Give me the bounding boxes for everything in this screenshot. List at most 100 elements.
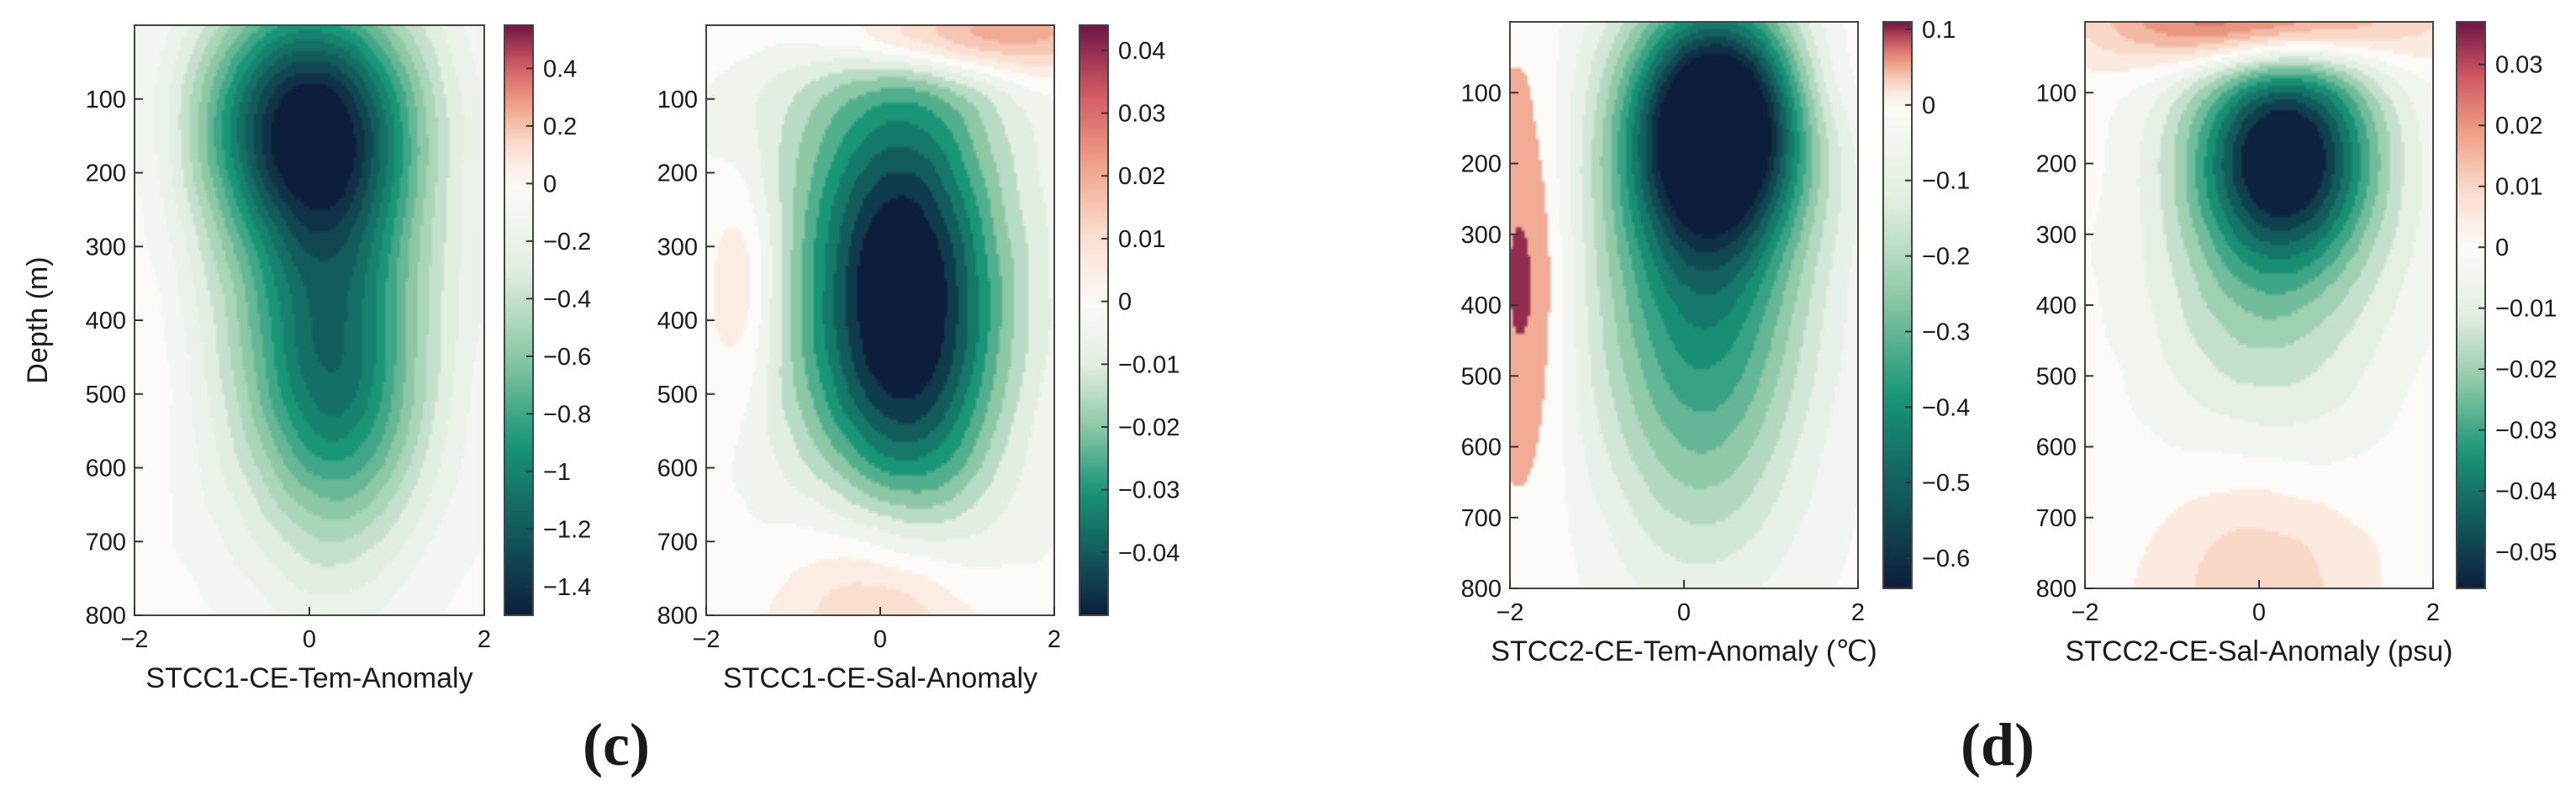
colorbar-tick-label: −0.5: [1922, 470, 1970, 497]
y-tick-label: 400: [657, 308, 698, 335]
y-tick-label: 800: [657, 603, 698, 630]
y-tick-label: 500: [2036, 363, 2077, 390]
y-tick-label: 700: [2036, 505, 2077, 532]
colorbar-tick-label: 0.1: [1922, 17, 1956, 44]
y-tick-label: 300: [1461, 222, 1502, 249]
colorbar-tick-label: −0.4: [543, 286, 591, 313]
y-tick-label: 600: [1461, 435, 1502, 461]
colorbar-tick-label: 0.02: [1118, 163, 1165, 190]
y-tick-label: 700: [1461, 505, 1502, 532]
panel-label-c: (c): [583, 711, 650, 778]
colorbar-tick-label: 0.03: [2495, 52, 2542, 79]
y-tick-label: 600: [657, 456, 698, 482]
x-tick-label: 0: [303, 626, 316, 653]
y-tick-label: 800: [1461, 576, 1502, 603]
colorbar-tick-label: −0.8: [543, 401, 591, 428]
x-tick-label: 0: [874, 626, 887, 653]
y-tick-label: 400: [1461, 293, 1502, 319]
x-tick-label: −2: [1496, 599, 1523, 626]
colorbar-tick-label: −1.2: [543, 516, 591, 543]
colorbar-tick-label: −0.6: [543, 344, 591, 371]
x-axis-label: STCC2-CE-Tem-Anomaly (℃): [1491, 635, 1877, 667]
x-tick-label: 2: [1851, 599, 1865, 626]
colorbar-tick-label: −0.04: [2495, 478, 2557, 505]
colorbar-tick-label: −0.2: [543, 229, 591, 256]
y-axis-label: Depth (m): [22, 256, 54, 383]
x-tick-label: 2: [478, 626, 491, 653]
colorbar-tick-label: −0.04: [1118, 540, 1180, 567]
colorbar-tick-label: 0: [543, 171, 557, 198]
y-tick-label: 300: [86, 234, 126, 261]
y-tick-label: 300: [657, 234, 698, 261]
colorbar-tick-label: 0.02: [2495, 113, 2542, 140]
colorbar-tick-label: −0.02: [2495, 356, 2557, 383]
colorbar: [2456, 21, 2486, 589]
x-tick-label: 2: [2426, 599, 2440, 626]
y-tick-label: 600: [2036, 435, 2077, 461]
colorbar-tick-label: 0.01: [1118, 226, 1165, 253]
colorbar-tick-label: −1: [543, 459, 571, 486]
y-tick-label: 700: [657, 529, 698, 556]
colorbar-tick-label: −0.6: [1922, 546, 1970, 572]
y-tick-label: 200: [1461, 151, 1502, 178]
colorbar-tick-label: 0.2: [543, 113, 577, 140]
contour-field: [135, 25, 484, 615]
colorbar-tick-label: 0.03: [1118, 101, 1165, 128]
colorbar-tick-label: −0.2: [1922, 244, 1970, 271]
y-tick-label: 500: [657, 382, 698, 409]
colorbar-tick-label: 0.4: [543, 55, 577, 82]
chart-1: −2 0 2 100 200 300 400 500 600 700 800 STCC1-CE-Tem…: [22, 24, 591, 694]
colorbar-tick-label: −0.3: [1922, 319, 1970, 345]
x-tick-label: −2: [692, 626, 720, 653]
y-tick-label: 400: [2036, 293, 2077, 319]
colorbar-tick-label: −1.4: [543, 574, 591, 601]
colorbar-tick-label: −0.03: [1118, 477, 1180, 504]
x-axis-label: STCC2-CE-Sal-Anomaly (psu): [2066, 635, 2453, 667]
y-tick-label: 800: [2036, 576, 2077, 603]
colorbar-tick-label: −0.02: [1118, 414, 1180, 441]
y-tick-label: 100: [1461, 80, 1502, 107]
y-tick-label: 100: [657, 87, 698, 113]
y-tick-label: 500: [1461, 363, 1502, 390]
contour-field: [1510, 22, 1858, 588]
x-axis-label: STCC1-CE-Tem-Anomaly: [145, 662, 472, 694]
y-tick-label: 200: [86, 161, 126, 187]
x-tick-label: −2: [120, 626, 148, 653]
colorbar-tick-label: −0.01: [2495, 296, 2557, 323]
colorbar-tick-label: −0.4: [1922, 394, 1970, 421]
colorbar-tick-label: −0.03: [2495, 418, 2557, 445]
x-axis-label: STCC1-CE-Sal-Anomaly: [723, 662, 1037, 694]
y-tick-label: 400: [86, 308, 126, 335]
colorbar-tick-label: −0.01: [1118, 351, 1180, 378]
colorbar-tick-label: 0: [1922, 92, 1935, 119]
y-tick-label: 100: [2036, 80, 2077, 107]
colorbar-tick-label: 0.04: [1118, 38, 1165, 65]
colorbar-tick-label: 0.01: [2495, 174, 2542, 201]
x-tick-label: 2: [1048, 626, 1061, 653]
x-tick-label: 0: [2252, 599, 2266, 626]
y-tick-label: 200: [2036, 151, 2077, 178]
contour-field: [706, 25, 1054, 615]
chart-3: −2 0 2 100 200 300 400 500 600 700 800 STCC2-CE-Tem…: [1461, 17, 1971, 667]
colorbar: [1882, 21, 1913, 589]
y-tick-label: 100: [86, 87, 126, 113]
x-tick-label: 0: [1677, 599, 1691, 626]
colorbar: [504, 24, 534, 616]
colorbar-tick-label: 0: [2495, 235, 2509, 261]
y-tick-label: 500: [86, 382, 126, 409]
chart-4: −2 0 2 100 200 300 400 500 600 700 800 STCC2-CE-Sal…: [2036, 21, 2557, 667]
colorbar: [1079, 24, 1109, 616]
colorbar-tick-label: −0.1: [1922, 168, 1970, 195]
y-tick-label: 700: [86, 529, 126, 556]
colorbar-tick-label: 0: [1118, 289, 1132, 316]
contour-field: [2085, 22, 2433, 588]
x-tick-label: −2: [2071, 599, 2098, 626]
y-tick-label: 800: [86, 603, 126, 630]
y-tick-label: 300: [2036, 222, 2077, 249]
y-tick-label: 200: [657, 161, 698, 187]
y-tick-label: 600: [86, 456, 126, 482]
panel-label-d: (d): [1961, 711, 2035, 778]
colorbar-tick-label: −0.05: [2495, 540, 2557, 567]
chart-2: −2 0 2 100 200 300 400 500 600 700 800 STCC1-CE-Sal…: [657, 24, 1180, 694]
